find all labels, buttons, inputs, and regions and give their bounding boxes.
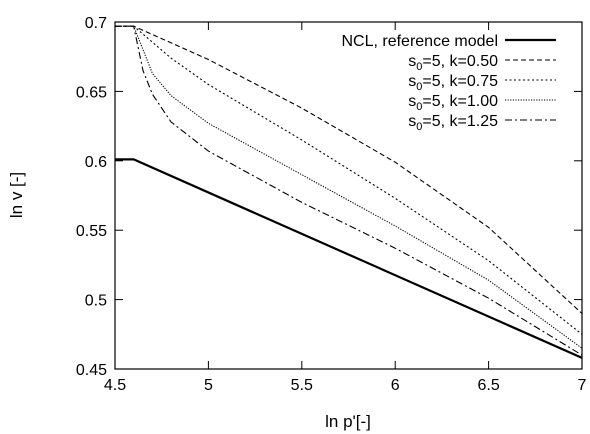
x-tick-label: 7	[578, 377, 587, 394]
series-line	[115, 25, 583, 349]
x-tick-label: 6.5	[477, 377, 499, 394]
plot-area-frame	[114, 21, 583, 370]
legend-label: s0=5, k=1.25	[408, 113, 498, 133]
x-tick-label: 5	[204, 377, 213, 394]
legend-label: NCL, reference model	[341, 33, 498, 50]
x-tick-label: 4.5	[104, 377, 126, 394]
x-axis-label: ln p'[-]	[325, 412, 371, 431]
legend-label: s0=5, k=0.75	[408, 73, 498, 93]
y-tick-label: 0.65	[76, 84, 107, 101]
x-tick-label: 5.5	[291, 377, 313, 394]
series-line	[115, 25, 583, 335]
x-tick-label: 6	[391, 377, 400, 394]
y-tick-label: 0.5	[85, 293, 107, 310]
series-lines	[115, 25, 583, 359]
legend-label: s0=5, k=0.50	[408, 53, 498, 73]
y-tick-label: 0.7	[85, 15, 107, 32]
series-line	[115, 25, 583, 356]
y-tick-label: 0.55	[76, 223, 107, 240]
y-tick-label: 0.45	[76, 362, 107, 379]
series-line	[115, 158, 583, 359]
y-tick-label: 0.6	[85, 154, 107, 171]
series-line	[115, 25, 583, 314]
y-axis-label: ln v [-]	[7, 172, 26, 218]
ticks: 4.5 5 5.5 6 6.5 7 0.45 0.5 0.55 0.6 0.65 0.7	[76, 15, 587, 394]
legend-label: s0=5, k=1.00	[408, 93, 498, 113]
